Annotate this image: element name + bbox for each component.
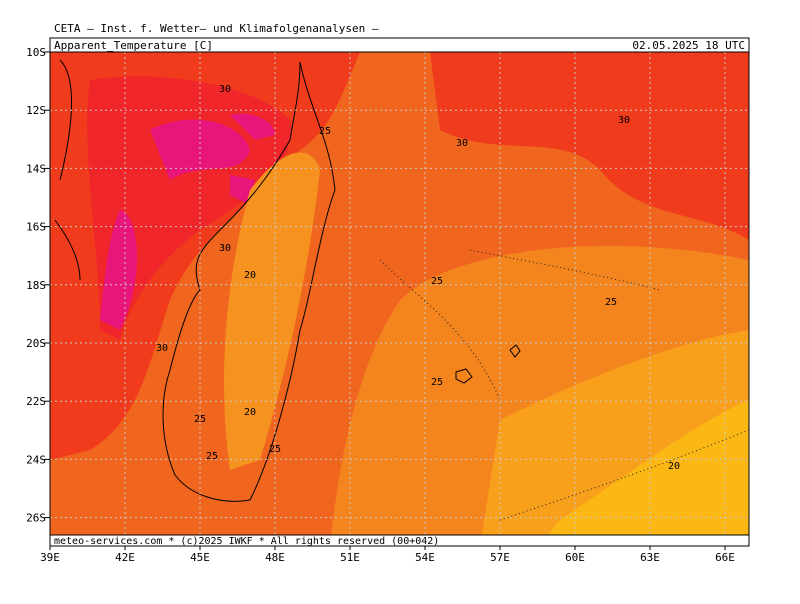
contour-label: 20 [244, 270, 256, 281]
footer-text: meteo-services.com * (c)2025 IWKF * All … [54, 536, 439, 547]
contour-label: 25 [206, 451, 218, 462]
valid-time: 02.05.2025 18 UTC [632, 39, 745, 52]
longitude-label: 48E [265, 551, 285, 564]
latitude-label: 14S [26, 162, 46, 175]
longitude-label: 63E [640, 551, 660, 564]
parameter-label: Apparent_Temperature [C] [54, 39, 213, 52]
latitude-label: 24S [26, 453, 46, 466]
contour-label: 25 [319, 126, 331, 137]
footer-box [49, 534, 750, 547]
latitude-label: 16S [26, 221, 46, 234]
longitude-label: 45E [190, 551, 210, 564]
longitude-label: 57E [490, 551, 510, 564]
latitude-label: 26S [26, 512, 46, 525]
latitude-label: 20S [26, 337, 46, 350]
contour-label: 25 [431, 276, 443, 287]
contour-label: 20 [668, 461, 680, 472]
longitude-label: 39E [40, 551, 60, 564]
contour-labels: 30 30 30 30 30 25 25 25 25 25 25 25 20 20 20 [156, 84, 680, 472]
latitude-label: 12S [26, 104, 46, 117]
latitude-label: 22S [26, 395, 46, 408]
longitude-label: 42E [115, 551, 135, 564]
contour-label: 25 [194, 414, 206, 425]
axes: 10S 12S 14S 16S 18S 20S 22S 24S 26S 39E 42E 45E 48E 5… [26, 46, 735, 564]
longitude-label: 66E [715, 551, 735, 564]
latitude-label: 10S [26, 46, 46, 59]
longitude-label: 51E [340, 551, 360, 564]
contour-label: 30 [156, 343, 168, 354]
latitude-label: 18S [26, 279, 46, 292]
longitude-label: 54E [415, 551, 435, 564]
contour-label: 25 [431, 377, 443, 388]
contour-label: 25 [269, 444, 281, 455]
contour-label: 25 [605, 297, 617, 308]
contour-label: 30 [219, 84, 231, 95]
contour-label: 30 [456, 138, 468, 149]
contour-label: 30 [219, 243, 231, 254]
grid [50, 52, 749, 546]
map-field: 30 30 30 30 30 25 25 25 25 25 25 25 20 20 20 [50, 52, 749, 546]
header-title: CETA — Inst. f. Wetter— und Klimafolgena… [54, 22, 379, 35]
contour-label: 30 [618, 115, 630, 126]
longitude-label: 60E [565, 551, 585, 564]
contour-label: 20 [244, 407, 256, 418]
